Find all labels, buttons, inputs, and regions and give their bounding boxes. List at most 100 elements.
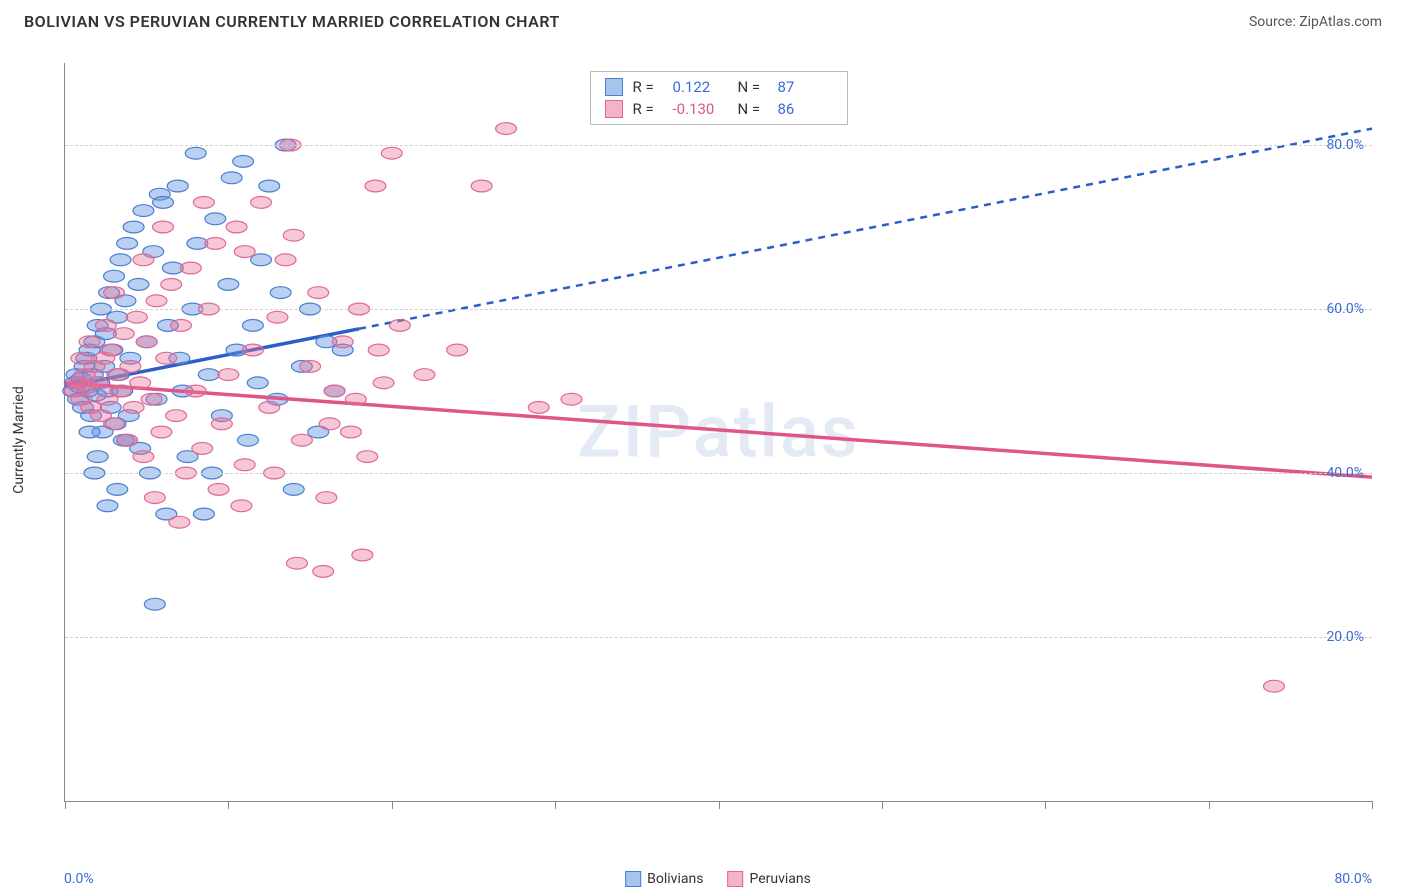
scatter-point — [267, 311, 288, 323]
chart-area: Currently Married ZIPatlas R =0.122N =87… — [24, 48, 1382, 832]
y-tick-label: 80.0% — [1326, 137, 1364, 153]
scatter-point — [211, 418, 232, 430]
scatter-point — [357, 451, 378, 463]
legend-swatch — [605, 78, 623, 96]
scatter-point — [133, 451, 154, 463]
scatter-point — [123, 401, 144, 413]
trend-line-solid — [65, 383, 1372, 477]
scatter-point — [471, 180, 492, 192]
scatter-point — [87, 377, 108, 389]
x-tick — [555, 801, 556, 809]
legend-swatch — [727, 871, 743, 887]
scatter-point — [198, 369, 219, 381]
legend-swatch — [605, 100, 623, 118]
scatter-point — [104, 418, 125, 430]
scatter-point — [95, 319, 116, 331]
scatter-point — [283, 229, 304, 241]
scatter-point — [208, 483, 229, 495]
x-axis-labels: 0.0% BoliviansPeruvians 80.0% — [64, 857, 1372, 887]
scatter-point — [234, 459, 255, 471]
scatter-point — [218, 278, 239, 290]
scatter-point — [104, 270, 125, 282]
x-tick — [65, 801, 66, 809]
r-label: R = — [633, 100, 663, 118]
r-label: R = — [633, 78, 663, 96]
scatter-point — [275, 254, 296, 266]
x-tick — [882, 801, 883, 809]
scatter-point — [110, 254, 131, 266]
scatter-point — [130, 377, 151, 389]
scatter-point — [242, 344, 263, 356]
scatter-point — [193, 196, 214, 208]
correlation-legend: R =0.122N =87R =-0.130N =86 — [590, 71, 848, 125]
gridline — [65, 473, 1372, 474]
scatter-point — [352, 549, 373, 561]
scatter-point — [100, 344, 121, 356]
scatter-point — [316, 492, 337, 504]
correlation-legend-row: R =-0.130N =86 — [605, 100, 833, 118]
chart-title: BOLIVIAN VS PERUVIAN CURRENTLY MARRIED C… — [24, 12, 560, 31]
scatter-point — [287, 557, 308, 569]
scatter-point — [185, 147, 206, 159]
x-tick — [1045, 801, 1046, 809]
scatter-point — [161, 278, 182, 290]
chart-header: BOLIVIAN VS PERUVIAN CURRENTLY MARRIED C… — [0, 0, 1406, 39]
trend-line-dashed — [359, 129, 1372, 329]
plot-region: ZIPatlas R =0.122N =87R =-0.130N =86 20.… — [64, 63, 1372, 802]
scatter-point — [128, 278, 149, 290]
scatter-point — [234, 246, 255, 258]
scatter-point — [345, 393, 366, 405]
legend-item: Bolivians — [625, 871, 703, 887]
scatter-point — [97, 500, 118, 512]
n-value: 87 — [778, 78, 833, 96]
r-value: 0.122 — [673, 78, 728, 96]
r-value: -0.130 — [673, 100, 728, 118]
scatter-point — [136, 336, 157, 348]
y-tick-label: 40.0% — [1326, 465, 1364, 481]
scatter-point — [71, 352, 92, 364]
scatter-point — [218, 369, 239, 381]
x-axis-min-label: 0.0% — [64, 871, 94, 887]
scatter-point — [117, 237, 138, 249]
legend-label: Peruvians — [749, 871, 810, 887]
scatter-point — [324, 385, 345, 397]
legend-item: Peruvians — [727, 871, 810, 887]
n-label: N = — [738, 100, 768, 118]
scatter-point — [185, 385, 206, 397]
scatter-point — [110, 385, 131, 397]
scatter-point — [123, 221, 144, 233]
scatter-point — [153, 196, 174, 208]
legend-swatch — [625, 871, 641, 887]
scatter-point — [79, 426, 100, 438]
scatter-point — [117, 434, 138, 446]
scatter-point — [259, 180, 280, 192]
scatter-point — [221, 172, 242, 184]
scatter-point — [496, 123, 517, 135]
scatter-point — [193, 508, 214, 520]
scatter-point — [340, 426, 361, 438]
gridline — [65, 637, 1372, 638]
scatter-point — [87, 451, 108, 463]
scatter-point — [561, 393, 582, 405]
x-tick — [1209, 801, 1210, 809]
x-tick — [228, 801, 229, 809]
correlation-legend-row: R =0.122N =87 — [605, 78, 833, 96]
gridline — [65, 309, 1372, 310]
scatter-point — [247, 377, 268, 389]
scatter-point — [126, 311, 147, 323]
scatter-point — [332, 336, 353, 348]
scatter-point — [104, 287, 125, 299]
x-tick — [719, 801, 720, 809]
scatter-point — [414, 369, 435, 381]
scatter-point — [368, 344, 389, 356]
scatter-point — [153, 221, 174, 233]
scatter-point — [113, 328, 134, 340]
chart-source: Source: ZipAtlas.com — [1249, 14, 1382, 30]
scatter-point — [167, 180, 188, 192]
scatter-point — [133, 254, 154, 266]
scatter-point — [283, 483, 304, 495]
scatter-point — [251, 254, 272, 266]
scatter-point — [144, 598, 165, 610]
y-tick-label: 20.0% — [1326, 629, 1364, 645]
legend-label: Bolivians — [647, 871, 703, 887]
